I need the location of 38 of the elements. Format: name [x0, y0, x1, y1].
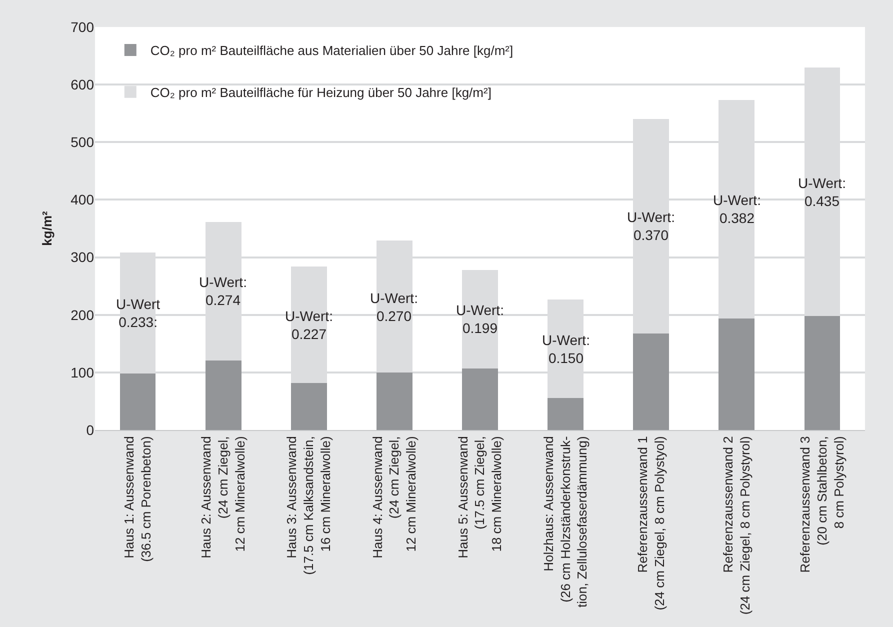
annotation: U-Wert: 0.435 [798, 175, 846, 210]
annotation: U-Wert: 0.199 [456, 302, 504, 336]
x-tick-label: Haus 2: Aussenwand (24 cm Ziegel, 12 cm Mineralwolle) [198, 436, 248, 558]
y-tick-label: 300 [70, 249, 94, 266]
x-tick-label: Haus 3: Aussenwand (17.5 cm Kalksandstein, 16 cm Mineralwolle) [284, 436, 334, 575]
annotation: U-Wert: 0.270 [370, 290, 418, 324]
x-tick-label: Haus 1: Aussenwand (36.5 cm Porenbeton) [122, 436, 154, 562]
bar [120, 374, 156, 430]
legend-label: CO₂ pro m² Bauteilfläche für Heizung über 50 Jahre [kg/m²] [150, 84, 492, 100]
bar [804, 316, 840, 430]
x-tick-label: Referenzaussenwand 2 (24 cm Ziegel, 8 cm Polystyrol) [720, 436, 752, 615]
y-tick-label: 400 [70, 192, 94, 208]
x-tick-label: Holzhaus: Aussenwand (26 cm Holzständerkonstruk- tion, Zellulosefaserdämmung) [540, 436, 590, 608]
annotation: U-Wert: 0.382 [713, 192, 761, 226]
y-tick-label: 0 [86, 422, 94, 438]
bar [718, 318, 755, 430]
y-axis-title: kg/m² [40, 210, 55, 246]
x-tick-label: Haus 4: Aussenwand (24 cm Ziegel, 12 cm Mineralwolle) [370, 436, 419, 558]
bar [205, 360, 242, 430]
y-tick-label: 100 [70, 364, 94, 380]
y-tick-label: 200 [70, 306, 94, 323]
y-tick-label: 700 [70, 18, 94, 35]
x-tick-label: Haus 5: Aussenwand (17.5 cm Ziegel, 18 cm Mineralwolle) [455, 436, 504, 558]
bar [633, 333, 670, 430]
annotation: U-Wert 0.233: [116, 296, 160, 330]
y-tick-label: 500 [70, 134, 94, 150]
x-tick-label: Referenzaussenwand 3 (20 cm Stahlbeton, 8 cm Polystyrol) [798, 436, 846, 573]
annotation: U-Wert: 0.274 [199, 274, 247, 308]
bar [548, 398, 584, 430]
bar [376, 372, 412, 430]
bar [290, 382, 327, 430]
annotation: U-Wert: 0.150 [542, 332, 590, 366]
annotation: U-Wert: 0.370 [627, 209, 675, 244]
bar [462, 368, 498, 430]
x-tick-label: Referenzaussenwand 1 (24 cm Ziegel, 8 cm Polystyol) [634, 436, 667, 610]
y-tick-label: 600 [70, 76, 94, 92]
annotation: U-Wert: 0.227 [285, 308, 333, 342]
legend-label: CO₂ pro m² Bauteilfläche aus Materialien über 50 Jahre [kg/m²] [150, 43, 514, 58]
